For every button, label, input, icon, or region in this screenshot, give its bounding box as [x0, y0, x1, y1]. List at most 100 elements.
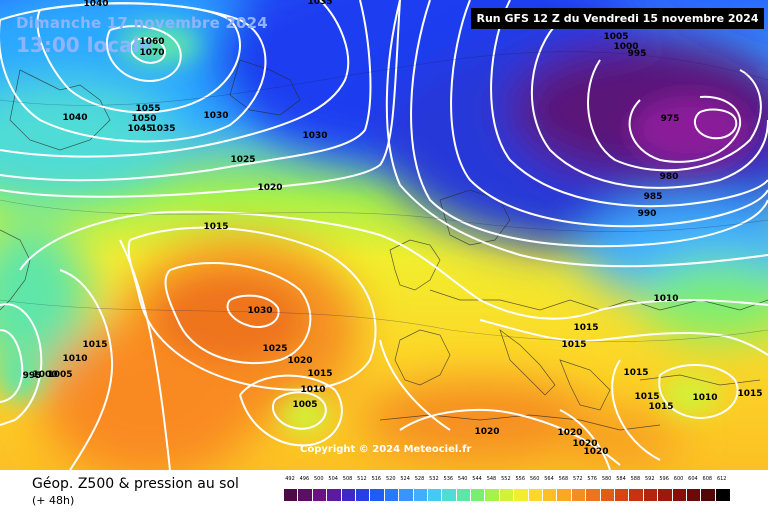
legend-value: 564 [544, 476, 554, 482]
geopotential-contours [0, 51, 768, 342]
legend-swatch [455, 489, 471, 501]
isobar-label: 1010 [62, 354, 88, 364]
isobar-label: 1030 [247, 306, 273, 316]
legend-step: 532 [426, 476, 442, 507]
legend-value: 580 [601, 476, 612, 482]
isobar-label: 1005 [603, 32, 629, 42]
isobar-label: 1015 [634, 392, 660, 402]
isobar-label: 1010 [653, 294, 679, 304]
legend-step: 520 [383, 476, 399, 507]
legend-value: 588 [630, 476, 641, 482]
isobar-label: 1030 [203, 111, 229, 121]
legend-step: 556 [513, 476, 529, 507]
legend-swatch [297, 489, 313, 501]
isobar-label: 1015 [82, 340, 108, 350]
legend-step: 564 [542, 476, 558, 507]
legend-step: 544 [470, 476, 486, 507]
legend-step: 572 [570, 476, 586, 507]
legend-step: 504 [326, 476, 342, 507]
legend-value: 528 [414, 476, 425, 482]
legend-step: 500 [311, 476, 327, 507]
isobar-label: 975 [660, 114, 680, 124]
isobar-label: 1010 [692, 393, 718, 403]
isobar-label: 1015 [623, 368, 649, 378]
isobar-label: 1040 [83, 0, 109, 9]
legend-swatch [657, 489, 673, 501]
isobar-label: 1025 [230, 155, 256, 165]
legend-swatch [556, 489, 572, 501]
legend-value: 500 [314, 476, 324, 482]
legend-step: 540 [455, 476, 471, 507]
isobar-label: 995 [627, 49, 647, 59]
isobar-label: 1015 [737, 389, 763, 399]
legend-value: 544 [472, 476, 482, 482]
legend-step: 612 [714, 476, 730, 507]
legend-swatch [426, 489, 442, 501]
legend-value: 608 [702, 476, 713, 482]
legend-value: 548 [486, 476, 497, 482]
legend-step: 496 [297, 476, 313, 507]
forecast-lead-time: (+ 48h) [32, 494, 75, 507]
legend-swatch [498, 489, 514, 501]
isobar-label: 1015 [648, 402, 674, 412]
isobar-label: 990 [637, 209, 657, 219]
legend-swatch [585, 489, 601, 501]
isobar-label: 1015 [307, 369, 333, 379]
weather-map [0, 0, 768, 470]
isobar-label: 1015 [573, 323, 599, 333]
legend-swatch [700, 489, 716, 501]
isobar-label: 1050 [131, 114, 157, 124]
legend-value: 504 [328, 476, 338, 482]
legend-swatch [599, 489, 615, 501]
legend-step: 560 [527, 476, 543, 507]
legend-value: 572 [573, 476, 583, 482]
legend-step: 508 [340, 476, 356, 507]
legend-swatch [412, 489, 428, 501]
isobar-label: 1000 [613, 42, 639, 52]
legend-step: 576 [585, 476, 601, 507]
isobar-label: 1070 [139, 48, 165, 58]
legend-value: 492 [285, 476, 295, 482]
legend-swatch [613, 489, 629, 501]
isobar-label: 995 [22, 371, 42, 381]
isobar-label: 1020 [257, 183, 283, 193]
color-scale-legend: 492 496 500 504 508 512 516 520 524 528 532 536 540 5… [283, 476, 730, 507]
legend-value: 552 [501, 476, 511, 482]
legend-value: 568 [558, 476, 569, 482]
legend-swatch [642, 489, 658, 501]
legend-value: 600 [673, 476, 684, 482]
legend-step: 596 [657, 476, 673, 507]
isobar-label: 1005 [292, 400, 318, 410]
legend-swatch [628, 489, 644, 501]
isobar-label: 1040 [62, 113, 88, 123]
legend-swatch [484, 489, 500, 501]
legend-swatch [671, 489, 687, 501]
copyright-notice: Copyright © 2024 Meteociel.fr [300, 444, 472, 455]
legend-value: 524 [400, 476, 410, 482]
legend-step: 528 [412, 476, 428, 507]
legend-swatch [383, 489, 399, 501]
legend-value: 520 [385, 476, 396, 482]
isobar-label: 1045 [127, 124, 153, 134]
legend-value: 560 [529, 476, 540, 482]
legend-step: 536 [441, 476, 457, 507]
isobar-label: 1020 [474, 427, 500, 437]
isobar-label: 1020 [572, 439, 598, 449]
legend-swatch [283, 489, 298, 501]
isobar-label: 1015 [203, 222, 229, 232]
legend-step: 552 [498, 476, 514, 507]
map-variable-title: Géop. Z500 & pression au sol [32, 476, 239, 492]
legend-step: 580 [599, 476, 615, 507]
legend-value: 516 [371, 476, 382, 482]
legend-step: 492 [283, 476, 298, 507]
legend-swatch [513, 489, 529, 501]
legend-value: 596 [659, 476, 669, 482]
isobar-label: 1020 [557, 428, 583, 438]
legend-value: 612 [716, 476, 727, 482]
legend-step: 512 [354, 476, 370, 507]
isobar-label: 1010 [300, 385, 326, 395]
legend-value: 540 [457, 476, 468, 482]
legend-value: 604 [688, 476, 698, 482]
isobar-label: 1000 [32, 370, 58, 380]
